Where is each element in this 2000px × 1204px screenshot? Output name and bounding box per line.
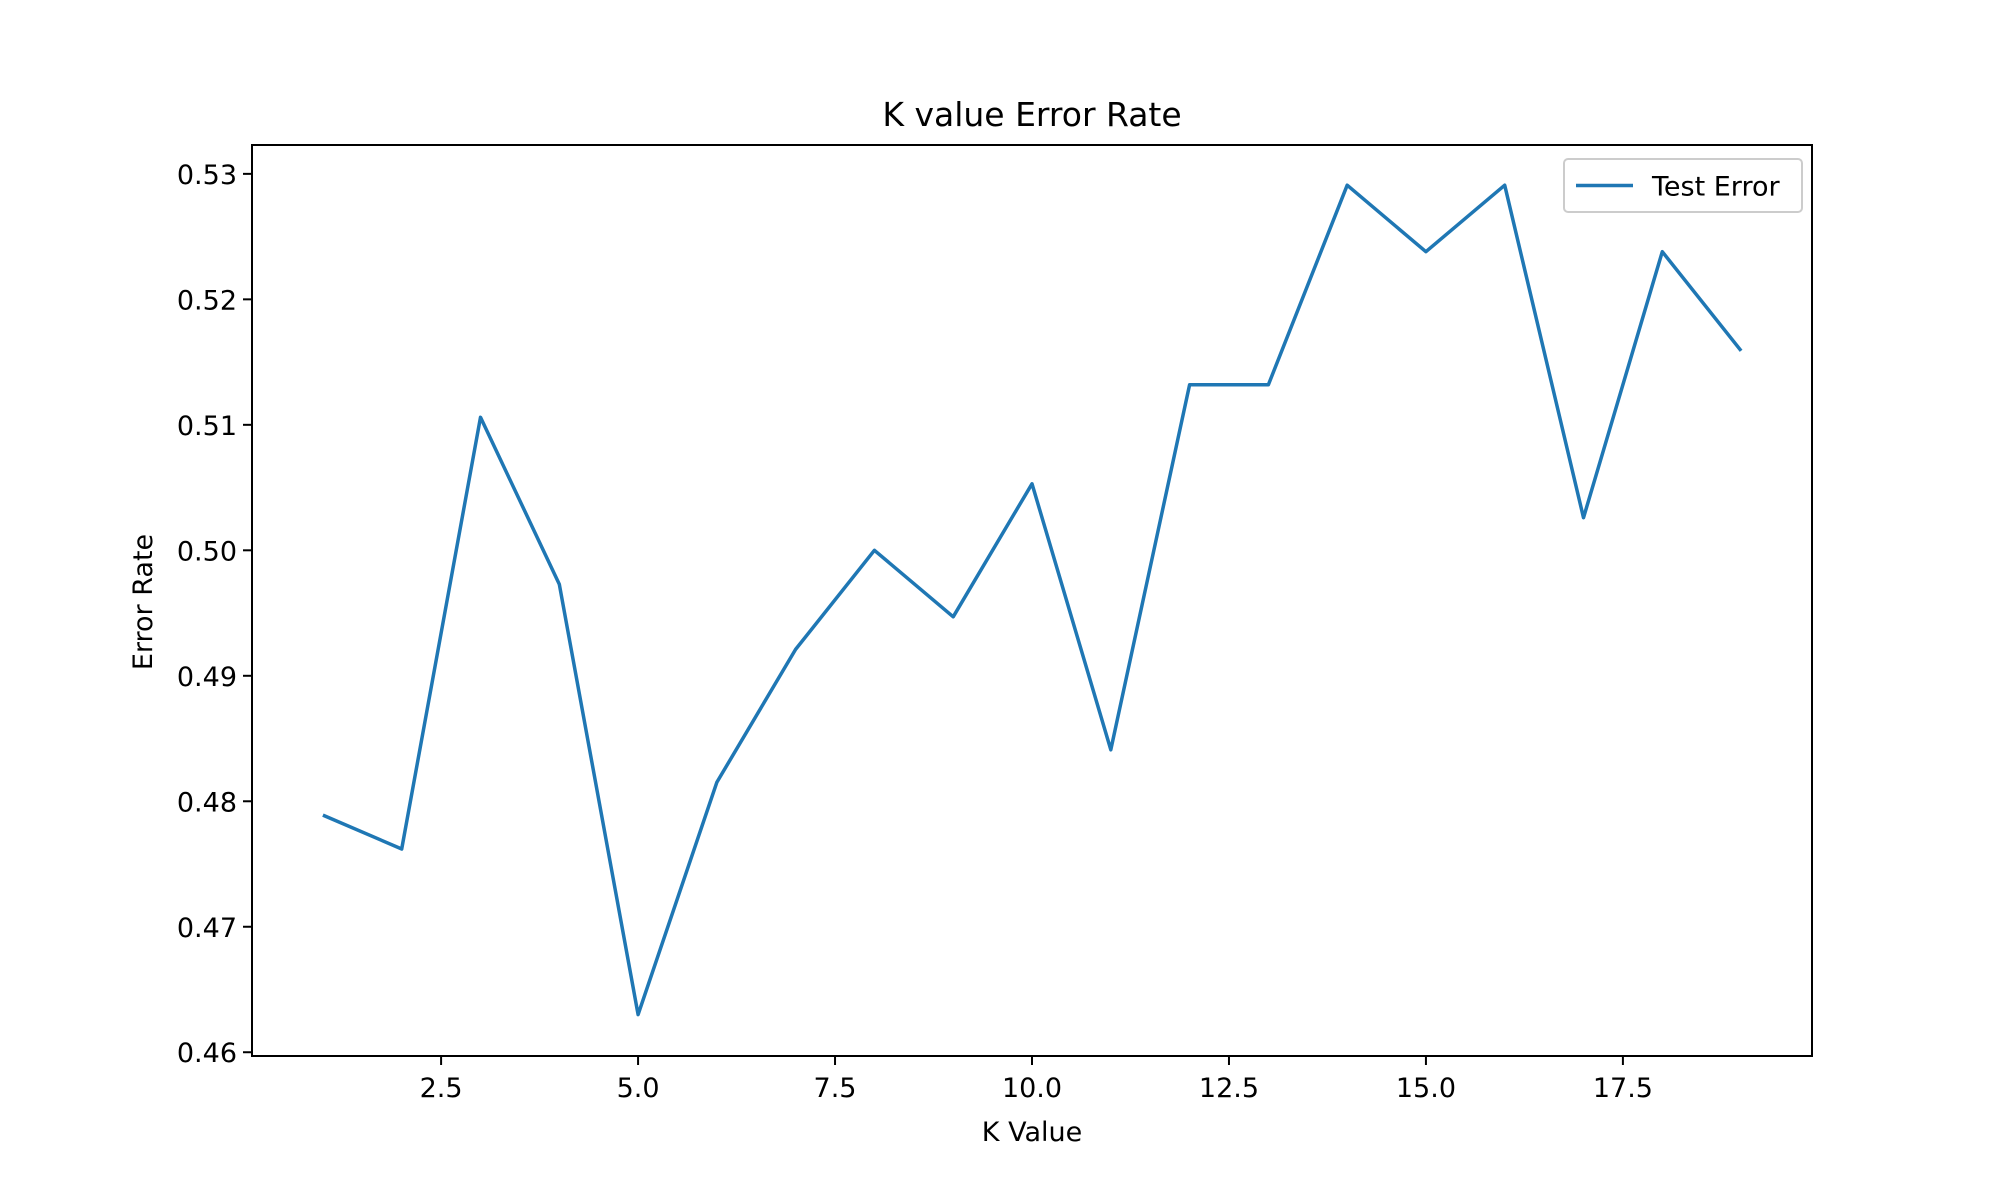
x-tick-label: 15.0 [1396,1073,1456,1104]
y-tick-label: 0.49 [177,662,237,693]
y-axis-label: Error Rate [128,534,159,670]
chart-title: K value Error Rate [882,95,1181,134]
x-tick-label: 10.0 [1002,1073,1062,1104]
x-tick-label: 2.5 [420,1073,463,1104]
x-tick-label: 7.5 [814,1073,857,1104]
x-axis-label: K Value [982,1117,1082,1148]
y-tick-label: 0.46 [177,1038,237,1069]
y-tick-label: 0.50 [177,536,237,567]
legend-label: Test Error [1651,172,1780,203]
y-tick-label: 0.52 [177,285,237,316]
y-tick-label: 0.47 [177,913,237,944]
y-tick-label: 0.53 [177,160,237,191]
legend: Test Error [1564,159,1802,212]
x-tick-label: 12.5 [1199,1073,1259,1104]
y-tick-label: 0.51 [177,411,237,442]
y-tick-label: 0.48 [177,787,237,818]
x-tick-label: 17.5 [1593,1073,1653,1104]
x-tick-label: 5.0 [617,1073,660,1104]
